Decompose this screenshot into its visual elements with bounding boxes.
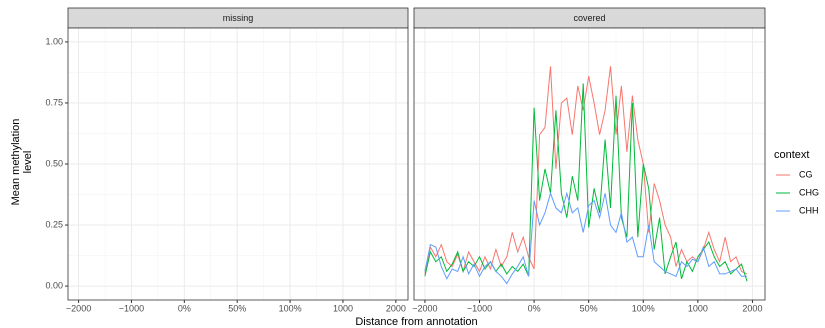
line-series [424, 66, 748, 275]
x-tick-label: 50% [228, 303, 246, 313]
y-tick-label: 0.25 [45, 219, 63, 229]
x-tick-label: −1000 [119, 303, 144, 313]
y-axis-title: Mean methylation level [10, 118, 34, 206]
x-tick-label: 0% [178, 303, 191, 313]
y-tick-label: 0.00 [45, 280, 63, 290]
line-series [424, 83, 748, 282]
x-tick-label: 100% [632, 303, 655, 313]
x-tick-label: −1000 [467, 303, 492, 313]
x-tick-label: −2000 [412, 303, 437, 313]
x-tick-label: 50% [580, 303, 598, 313]
x-tick-label: 2000 [386, 303, 406, 313]
legend-label: CG [799, 169, 813, 179]
legend-label: CHG [799, 187, 819, 197]
panel-border [413, 27, 766, 301]
strip-label: covered [573, 13, 605, 23]
x-tick-label: 100% [279, 303, 302, 313]
x-tick-label: 2000 [742, 303, 762, 313]
y-tick-label: 0.75 [45, 97, 63, 107]
y-tick-label: 0.50 [45, 158, 63, 168]
panel-border [67, 27, 409, 301]
line-series [424, 191, 747, 285]
y-tick-label: 1.00 [45, 36, 63, 46]
legend-title: context [774, 149, 809, 161]
x-tick-label: 1000 [688, 303, 708, 313]
x-tick-label: 1000 [333, 303, 353, 313]
legend-label: CHH [799, 205, 819, 215]
x-tick-label: 0% [528, 303, 541, 313]
x-tick-label: −2000 [66, 303, 91, 313]
strip-label: missing [223, 13, 254, 23]
x-axis-title: Distance from annotation [355, 316, 477, 328]
